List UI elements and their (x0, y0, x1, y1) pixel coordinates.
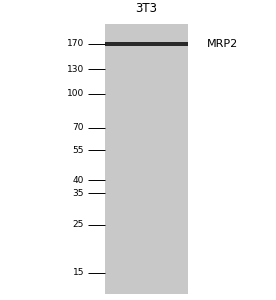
Text: 15: 15 (73, 268, 84, 278)
Bar (105, 24, 188, 294)
Text: 3T3: 3T3 (135, 2, 157, 15)
Text: 130: 130 (67, 65, 84, 74)
Text: 70: 70 (73, 123, 84, 132)
Bar (105, 42, 188, 46)
Text: 40: 40 (73, 176, 84, 185)
Text: 100: 100 (67, 89, 84, 98)
Text: 35: 35 (73, 188, 84, 197)
Text: 25: 25 (73, 220, 84, 229)
Text: 170: 170 (67, 39, 84, 48)
Text: MRP2: MRP2 (207, 39, 238, 49)
Text: 55: 55 (73, 146, 84, 155)
